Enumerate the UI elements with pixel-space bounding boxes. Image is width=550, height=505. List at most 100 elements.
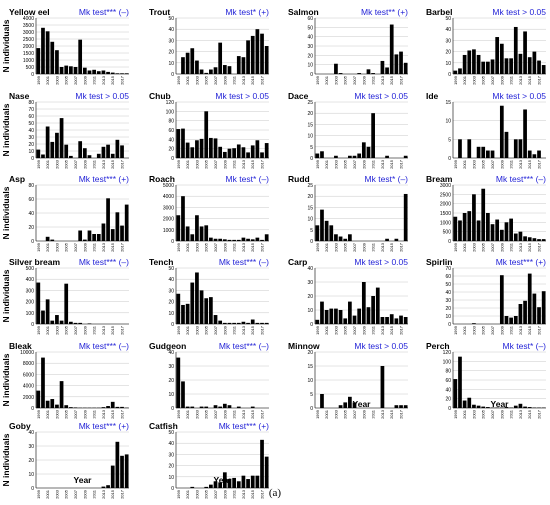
x-tick-label: 2001 (185, 242, 190, 252)
x-tick-label: 2011 (371, 75, 376, 84)
bar-2009 (361, 282, 366, 324)
panel-test-label: Mk test*** (–) (219, 257, 269, 267)
y-tick-label: 30 (307, 280, 313, 286)
x-tick-label: 2015 (389, 75, 394, 85)
x-tick-label: 1999 (453, 75, 458, 85)
x-tick-label: 2015 (389, 325, 394, 335)
panel-rudd: Rudd Mk test* (–) 0 5 10 15 20 25 1999 2001 2003 20… (288, 174, 408, 252)
y-tick-label: 2500 (23, 37, 34, 43)
bar-1999 (176, 357, 181, 408)
y-tick-label: 30 (445, 298, 451, 304)
bar-2018 (541, 65, 546, 74)
panel-yellow-eel: Yellow eel Mk test*** (–) 0500100015002000… (9, 7, 129, 85)
x-tick-label: 2015 (250, 325, 255, 335)
bar-2004 (199, 138, 204, 158)
bar-2008 (78, 141, 83, 158)
y-tick-label: 40 (445, 290, 451, 296)
bar-2015 (389, 24, 394, 74)
bar-2012 (513, 139, 518, 158)
y-tick-label: 25 (307, 100, 313, 106)
y-tick-label: 30 (307, 44, 313, 50)
x-tick-label: 2003 (54, 489, 59, 499)
bar-2005 (204, 72, 209, 74)
x-tick-label: 2001 (462, 409, 467, 419)
bar-2001 (462, 213, 467, 241)
bar-2013 (241, 321, 246, 324)
panel-asp: Asp Mk test*** (+) 0 20 40 60 80 1999 2001 2003 20… (9, 174, 129, 252)
x-tick-label: 2011 (371, 242, 376, 251)
y-tick-label: 20 (168, 464, 174, 470)
x-tick-label: 2009 (499, 325, 504, 335)
bar-2006 (348, 301, 352, 324)
y-tick-label: 40 (168, 441, 174, 447)
bar-2008 (357, 73, 362, 74)
x-tick-label: 2009 (361, 159, 366, 169)
bar-2018 (403, 193, 408, 241)
bar-2015 (110, 401, 115, 408)
x-tick-label: 2011 (371, 325, 376, 334)
x-tick-label: 2017 (399, 75, 404, 85)
y-tick-label: 10 (168, 61, 174, 67)
bar-2009 (499, 275, 504, 324)
x-tick-label: 2007 (352, 325, 357, 335)
y-tick-label: 20 (307, 350, 313, 356)
x-tick-label: 2009 (222, 242, 227, 252)
y-tick-label: 2000 (23, 44, 34, 50)
x-tick-label: 2011 (232, 159, 237, 168)
bar-2013 (101, 223, 106, 241)
bar-2002 (467, 211, 472, 241)
bar-2004 (59, 381, 64, 408)
bar-2017 (120, 145, 124, 158)
bar-2004 (199, 406, 204, 408)
y-tick-label: 120 (166, 100, 175, 106)
bar-2009 (82, 67, 87, 74)
bar-2014 (385, 238, 389, 241)
bar-2018 (264, 46, 269, 74)
y-tick-label: 0 (171, 322, 174, 328)
bar-2018 (264, 143, 269, 158)
bar-2006 (348, 396, 352, 408)
bar-2004 (338, 405, 343, 408)
x-tick-label: 1999 (36, 325, 41, 335)
y-tick-label: 20 (445, 306, 451, 312)
bar-2003 (195, 272, 199, 324)
bar-2017 (260, 439, 264, 488)
bar-2013 (380, 366, 385, 408)
bar-2007 (490, 224, 495, 241)
bar-2005 (204, 486, 209, 488)
x-tick-label: 2003 (54, 409, 59, 419)
bar-2014 (106, 406, 110, 408)
x-tick-label: 2003 (471, 75, 476, 85)
y-tick-label: 2000 (163, 217, 174, 223)
panel-title: Nase (9, 91, 30, 101)
x-tick-label: 2003 (194, 325, 199, 335)
bar-2013 (101, 407, 106, 408)
panel-dace: Dace Mk test > 0.05 0 5 10 15 20 25 1999 2001 2003… (288, 91, 408, 169)
bar-2017 (537, 307, 541, 324)
bar-2008 (495, 219, 500, 241)
y-tick-label: 100 (166, 109, 175, 115)
x-tick-label: 2003 (54, 159, 59, 169)
y-tick-label: 15 (307, 122, 313, 128)
bar-2001 (185, 226, 190, 241)
bar-2014 (246, 479, 250, 488)
bar-2014 (523, 31, 527, 74)
bar-2012 (96, 153, 101, 158)
y-tick-label: 0 (31, 406, 34, 412)
y-tick-label: 80 (168, 119, 174, 125)
y-tick-label: 20 (307, 294, 313, 300)
bar-2004 (338, 236, 343, 241)
y-axis-label: N individuals (1, 19, 11, 72)
panel-test-label: Mk test* (–) (503, 341, 547, 351)
bar-2010 (366, 69, 371, 74)
x-tick-label: 2015 (389, 242, 394, 252)
x-tick-label: 2003 (333, 242, 338, 252)
bar-2003 (472, 49, 476, 74)
x-tick-label: 2003 (471, 325, 476, 335)
x-tick-label: 2005 (481, 242, 486, 252)
panel-title: Rudd (288, 174, 310, 184)
x-tick-label: 2015 (110, 242, 115, 252)
x-tick-label: 2013 (101, 325, 106, 335)
y-tick-label: 0 (310, 322, 313, 328)
bar-2015 (250, 145, 255, 158)
